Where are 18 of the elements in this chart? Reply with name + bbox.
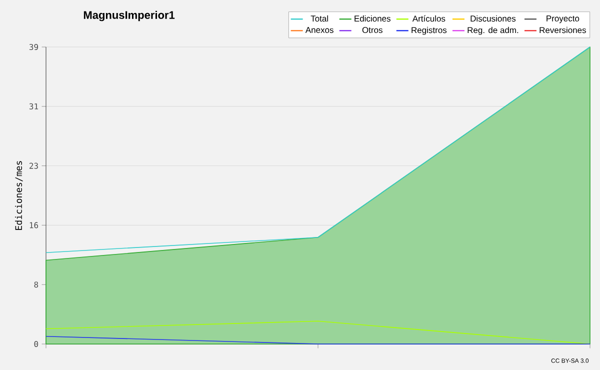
y-tick-label: 16 [30, 222, 38, 228]
y-tick-label: 39 [29, 44, 38, 50]
legend-label: Reversiones [540, 26, 586, 34]
legend-label: Proyecto [546, 16, 580, 24]
legend-label: Reg. de adm. [468, 26, 518, 35]
legend-label: Discusiones [470, 15, 516, 22]
y-tick-label: 0 [34, 340, 38, 348]
y-tick-label: 8 [34, 282, 38, 288]
chart-title: MagnusImperior1 [84, 10, 175, 22]
y-axis-title: Ediciones/mes [15, 161, 23, 230]
legend-label: Artículos [412, 15, 446, 22]
legend-label: Otros [362, 26, 382, 34]
y-tick-label: 23 [30, 162, 38, 169]
legend-label: Registros [412, 26, 447, 35]
legend-label: Anexos [305, 27, 334, 33]
y-tick-label: 31 [29, 103, 38, 110]
legend-label: Total [310, 15, 328, 22]
legend-label: Ediciones [354, 15, 390, 22]
